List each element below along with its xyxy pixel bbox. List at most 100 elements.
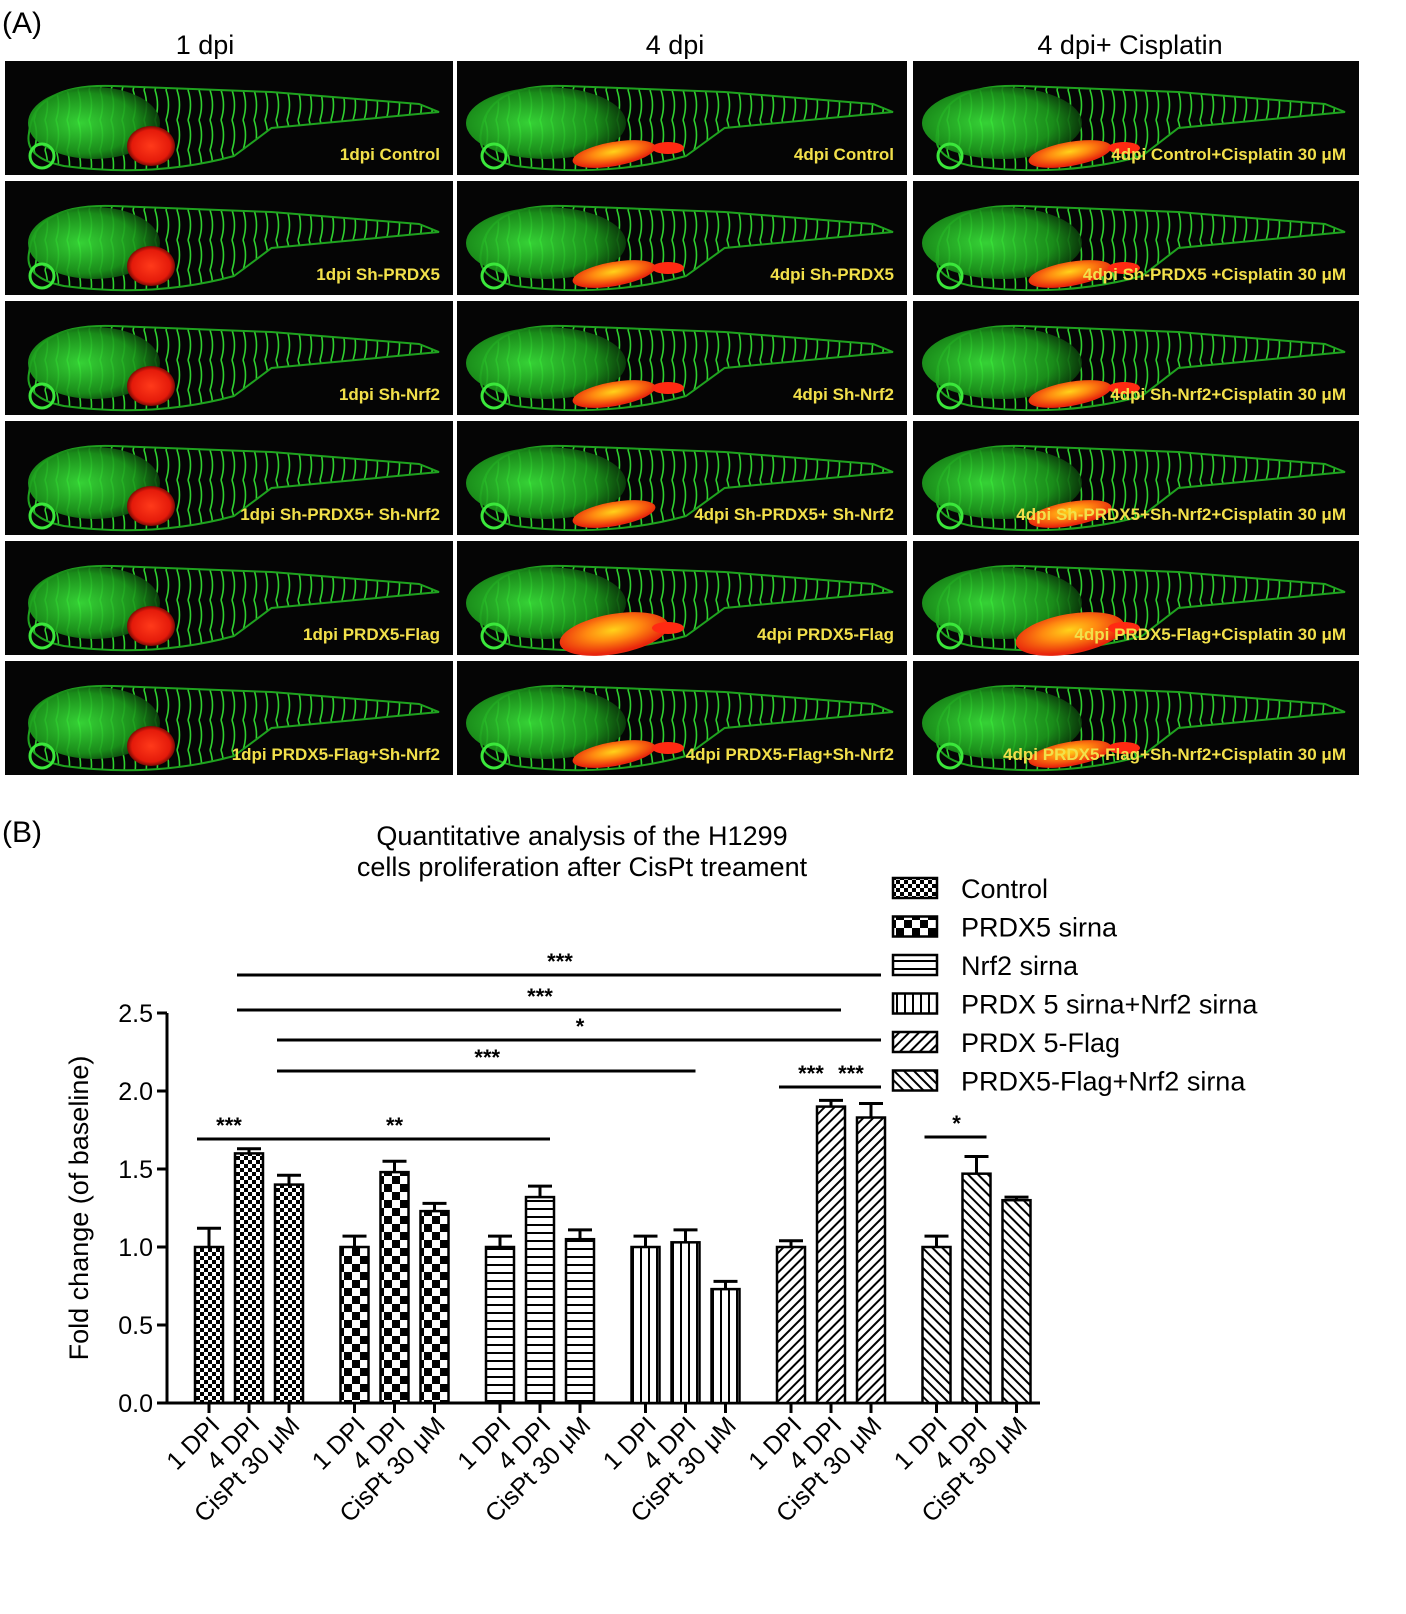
- column-header: 4 dpi: [646, 30, 705, 60]
- tumor-xenograft: [572, 740, 656, 768]
- zebrafish-eye: [28, 742, 56, 770]
- zebrafish-image-cell: 4dpi Sh-PRDX5 +Cisplatin 30 μM: [911, 179, 1361, 297]
- tumor-xenograft: [127, 246, 175, 286]
- tumor-xenograft: [1028, 260, 1112, 288]
- zebrafish-eye: [480, 622, 508, 650]
- zebrafish-eye: [936, 382, 964, 410]
- tumor-xenograft: [127, 726, 175, 766]
- significance-label: ***: [838, 1061, 864, 1086]
- zebrafish-eye: [28, 502, 56, 530]
- zebrafish-head: [466, 207, 626, 279]
- tumor-xenograft: [127, 126, 175, 166]
- bar: [273, 1183, 305, 1405]
- legend-label: PRDX5-Flag+Nrf2 sirna: [961, 1067, 1246, 1097]
- tumor-metastasis: [652, 382, 684, 394]
- zebrafish-image-cell: 1dpi PRDX5-Flag+Sh-Nrf2: [3, 659, 455, 777]
- image-caption: 1dpi PRDX5-Flag+Sh-Nrf2: [232, 745, 440, 764]
- zebrafish-head: [28, 87, 160, 159]
- y-tick-label: 1.0: [118, 1234, 153, 1262]
- bar: [961, 1172, 992, 1405]
- y-tick-label: 0.0: [118, 1390, 153, 1418]
- panel-a-image-grid: 1 dpi 4 dpi 4 dpi+ Cisplatin 1dpi Control 4d…: [3, 30, 1361, 777]
- zebrafish-head: [28, 567, 160, 639]
- zebrafish-head: [922, 447, 1082, 519]
- tumor-metastasis: [1108, 262, 1140, 274]
- legend-swatch: [891, 953, 939, 977]
- significance-label: ***: [216, 1113, 242, 1138]
- image-caption: 4dpi Sh-PRDX5+ Sh-Nrf2: [694, 505, 894, 524]
- bar: [233, 1152, 265, 1405]
- zebrafish-eye: [936, 262, 964, 290]
- zebrafish-eye: [480, 262, 508, 290]
- image-caption: 4dpi Sh-PRDX5 +Cisplatin 30 μM: [1083, 265, 1346, 284]
- zebrafish-head: [922, 87, 1082, 159]
- zebrafish-eye: [480, 142, 508, 170]
- tumor-xenograft: [1028, 380, 1112, 408]
- legend-label: Nrf2 sirna: [961, 951, 1079, 981]
- zebrafish-head: [28, 207, 160, 279]
- significance-label: *: [576, 1014, 585, 1039]
- legend-label: PRDX5 sirna: [961, 913, 1118, 943]
- zebrafish-image-cell: 4dpi Sh-Nrf2: [455, 299, 909, 417]
- y-tick-label: 1.5: [118, 1156, 153, 1184]
- tumor-metastasis: [652, 742, 684, 754]
- tumor-xenograft: [572, 260, 656, 288]
- zebrafish-eye: [480, 382, 508, 410]
- bar: [630, 1245, 661, 1405]
- image-caption: 4dpi PRDX5-Flag+Sh-Nrf2+Cisplatin 30 μM: [1003, 745, 1346, 764]
- zebrafish-head: [922, 327, 1082, 399]
- zebrafish-image-cell: 4dpi Control+Cisplatin 30 μM: [911, 59, 1361, 177]
- tumor-xenograft: [127, 606, 175, 646]
- image-caption: 4dpi Control+Cisplatin 30 μM: [1111, 145, 1346, 164]
- legend-label: PRDX 5 sirna+Nrf2 sirna: [961, 990, 1258, 1020]
- y-tick-label: 0.5: [118, 1312, 153, 1340]
- legend-swatch: [891, 1030, 939, 1054]
- chart-title: cells proliferation after CisPt treament: [357, 852, 808, 882]
- bar: [855, 1116, 887, 1405]
- tumor-metastasis: [1108, 622, 1140, 634]
- legend-swatch: [891, 992, 939, 1015]
- tumor-metastasis: [652, 262, 684, 274]
- tumor-xenograft: [572, 380, 656, 408]
- tumor-xenograft: [1028, 500, 1112, 528]
- column-header: 1 dpi: [176, 30, 235, 60]
- tumor-xenograft: [1028, 140, 1112, 168]
- legend-label: Control: [961, 874, 1048, 904]
- significance-label: ***: [798, 1061, 824, 1086]
- legend-swatch: [891, 1069, 939, 1092]
- image-caption: 4dpi PRDX5-Flag: [757, 625, 894, 644]
- image-caption: 1dpi Sh-Nrf2: [339, 385, 440, 404]
- bar: [775, 1245, 807, 1405]
- bar: [710, 1287, 741, 1405]
- zebrafish-image-cell: 4dpi PRDX5-Flag: [455, 539, 909, 657]
- significance-label: **: [386, 1113, 404, 1138]
- bar: [484, 1245, 516, 1405]
- bar: [193, 1245, 225, 1405]
- y-axis-label: Fold change (of baseline): [64, 1056, 94, 1361]
- zebrafish-head: [466, 87, 626, 159]
- image-caption: 4dpi Sh-PRDX5: [770, 265, 894, 284]
- bar: [670, 1241, 701, 1405]
- zebrafish-eye: [28, 262, 56, 290]
- chart-title: Quantitative analysis of the H1299: [376, 821, 787, 851]
- tumor-xenograft: [559, 612, 669, 656]
- tumor-metastasis: [652, 622, 684, 634]
- zebrafish-head: [28, 327, 160, 399]
- tumor-metastasis: [1108, 742, 1140, 754]
- image-caption: 1dpi Sh-PRDX5: [316, 265, 440, 284]
- tumor-xenograft: [127, 366, 175, 406]
- bar: [564, 1237, 596, 1405]
- image-caption: 1dpi PRDX5-Flag: [303, 625, 440, 644]
- zebrafish-image-cell: 4dpi PRDX5-Flag+Sh-Nrf2: [455, 659, 909, 777]
- significance-label: ***: [474, 1045, 500, 1070]
- zebrafish-eye: [480, 742, 508, 770]
- image-caption: 4dpi Control: [794, 145, 894, 164]
- bar: [815, 1105, 847, 1405]
- zebrafish-image-cell: 4dpi Sh-Nrf2+Cisplatin 30 μM: [911, 299, 1361, 417]
- tumor-xenograft: [572, 140, 656, 168]
- zebrafish-eye: [28, 622, 56, 650]
- y-tick-label: 2.0: [118, 1078, 153, 1106]
- zebrafish-image-cell: 1dpi PRDX5-Flag: [3, 539, 455, 657]
- bar: [921, 1245, 952, 1405]
- image-caption: 4dpi Sh-Nrf2+Cisplatin 30 μM: [1110, 385, 1346, 404]
